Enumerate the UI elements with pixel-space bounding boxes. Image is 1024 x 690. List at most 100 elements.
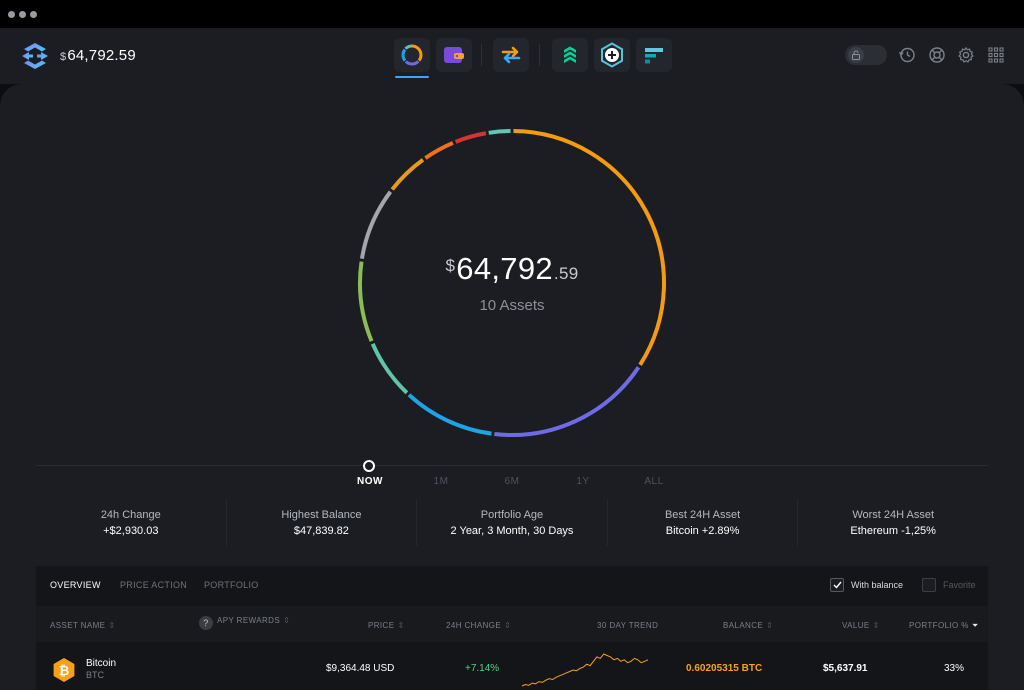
stat-value: $47,839.82 (293, 525, 349, 537)
settings-gear-icon[interactable] (957, 46, 975, 64)
range-1m[interactable]: 1M (433, 476, 449, 487)
sort-icon: ⇕ (872, 621, 880, 630)
assets-table: OVERVIEW PRICE ACTION PORTFOLIO With bal… (36, 566, 988, 690)
nav-add-app-button[interactable] (594, 38, 630, 72)
table-header: ASSET NAME ⇕ ? APY REWARDS ⇕ PRICE ⇕ 24H CHA… (36, 606, 988, 642)
compound-app-icon (564, 46, 576, 63)
help-icon[interactable]: ? (199, 616, 213, 630)
stat-value: Ethereum -1,25% (850, 525, 936, 537)
bitcoin-icon: ₿ (53, 658, 75, 682)
asset-24h-change: +7.14% (465, 663, 500, 674)
donut-segment-5[interactable] (359, 190, 393, 260)
col-label: VALUE (842, 621, 870, 630)
svg-text:₿: ₿ (59, 664, 70, 679)
donut-segment-7[interactable] (424, 141, 454, 160)
sort-icon: ⇕ (397, 621, 405, 630)
col-label: PRICE (368, 621, 395, 630)
asset-symbol: BTC (86, 670, 104, 680)
col-balance[interactable]: BALANCE ⇕ (723, 621, 773, 630)
col-price[interactable]: PRICE ⇕ (368, 621, 405, 630)
portfolio-total-cents: .59 (553, 263, 579, 283)
help-lifebuoy-icon[interactable] (928, 46, 946, 64)
history-icon[interactable] (898, 46, 916, 64)
window-dot[interactable] (19, 11, 26, 18)
sort-icon: ⇕ (108, 621, 116, 630)
col-apy-rewards[interactable]: ? APY REWARDS ⇕ (199, 616, 290, 630)
apps-grid-icon[interactable] (987, 46, 1005, 64)
portfolio-total-main: 64,792 (456, 250, 553, 286)
tab-portfolio[interactable]: PORTFOLIO (204, 580, 259, 590)
nav-exchange-button[interactable] (493, 38, 529, 72)
top-bar: $64,792.59 (0, 28, 1024, 84)
stat-highest-balance: Highest Balance $47,839.82 (227, 500, 418, 546)
col-label: 24H CHANGE (446, 621, 502, 630)
ftx-app-icon (645, 48, 663, 64)
donut-segment-9[interactable] (488, 129, 511, 135)
portfolio-donut-chart[interactable] (354, 125, 670, 441)
stat-value: 2 Year, 3 Month, 30 Days (450, 525, 574, 537)
stat-best-24h-asset: Best 24H Asset Bitcoin +2.89% (608, 500, 799, 546)
donut-segment-0[interactable] (513, 129, 666, 366)
stat-worst-24h-asset: Worst 24H Asset Ethereum -1,25% (798, 500, 988, 546)
nav-wallet-button[interactable] (436, 38, 472, 72)
with-balance-label: With balance (851, 580, 904, 590)
col-portfolio-pct[interactable]: PORTFOLIO % ⏷ (909, 621, 979, 631)
sort-icon: ⇕ (283, 616, 291, 625)
table-row[interactable]: ₿ Bitcoin BTC $9,364.48 USD +7.14% 0.602… (36, 642, 988, 690)
col-30-day-trend: 30 DAY TREND (597, 621, 659, 630)
checkmark-icon (833, 581, 842, 589)
nav-portfolio-button[interactable] (394, 38, 430, 78)
donut-segment-1[interactable] (494, 366, 641, 437)
tab-overview[interactable]: OVERVIEW (50, 580, 101, 590)
col-value[interactable]: VALUE ⇕ (842, 621, 880, 630)
range-6m[interactable]: 6M (504, 476, 520, 487)
window-dot[interactable] (30, 11, 37, 18)
with-balance-checkbox[interactable] (830, 578, 844, 592)
currency-symbol: $ (445, 255, 456, 275)
col-asset-name[interactable]: ASSET NAME ⇕ (50, 621, 116, 630)
range-all[interactable]: ALL (644, 476, 664, 487)
col-label: PORTFOLIO % (909, 621, 969, 630)
stat-24h-change: 24h Change +$2,930.03 (36, 500, 227, 546)
sort-icon: ⇕ (504, 621, 512, 630)
asset-30-day-trend-chart (521, 653, 649, 687)
timeline-now-marker[interactable] (363, 460, 375, 472)
asset-value: $5,637.91 (823, 663, 868, 674)
nav-ftx-button[interactable] (636, 38, 672, 72)
add-app-icon (601, 42, 623, 68)
trend-line (521, 653, 649, 687)
nav-compound-button[interactable] (552, 38, 588, 72)
window-titlebar (0, 0, 1024, 28)
donut-segment-2[interactable] (407, 393, 492, 436)
stat-value: +$2,930.03 (103, 525, 159, 537)
assets-count: 10 Assets (479, 296, 545, 314)
col-24h-change[interactable]: 24H CHANGE ⇕ (446, 621, 511, 630)
range-now[interactable]: NOW (357, 476, 383, 487)
lock-icon (848, 47, 864, 63)
stat-label: Best 24H Asset (664, 509, 741, 521)
timeline-track[interactable] (36, 465, 988, 466)
donut-segment-8[interactable] (454, 131, 487, 144)
exodus-logo[interactable] (20, 41, 50, 71)
tab-price-action[interactable]: PRICE ACTION (120, 580, 188, 590)
favorite-filter[interactable]: Favorite (922, 578, 976, 592)
stat-label: 24h Change (100, 509, 161, 521)
window-dot[interactable] (8, 11, 15, 18)
donut-segment-6[interactable] (390, 158, 425, 191)
asset-price: $9,364.48 USD (326, 663, 395, 674)
lock-toggle[interactable] (845, 45, 887, 65)
portfolio-donut-icon (401, 44, 423, 66)
donut-segment-3[interactable] (370, 343, 409, 395)
donut-center: $64,792.59 10 Assets (354, 125, 670, 441)
stat-value: Bitcoin +2.89% (665, 525, 740, 537)
asset-portfolio-pct: 33% (944, 663, 965, 674)
favorite-checkbox[interactable] (922, 578, 936, 592)
donut-segment-4[interactable] (358, 261, 374, 342)
stat-portfolio-age: Portfolio Age 2 Year, 3 Month, 30 Days (417, 500, 608, 546)
range-1y[interactable]: 1Y (576, 476, 590, 487)
sort-icon: ⇕ (766, 621, 774, 630)
col-label: ASSET NAME (50, 621, 106, 630)
sort-desc-icon: ⏷ (971, 621, 979, 630)
portfolio-total: $64,792.59 (446, 253, 579, 284)
with-balance-filter[interactable]: With balance (830, 578, 903, 592)
